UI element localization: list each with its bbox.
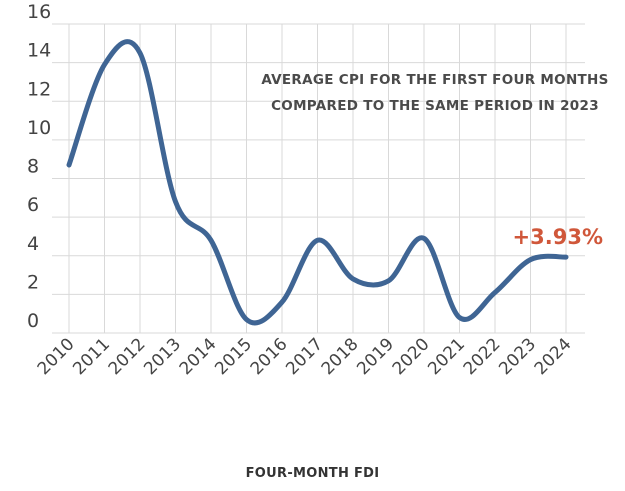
x-tick-label: 2023 <box>495 334 540 379</box>
y-tick-label: 6 <box>27 194 39 216</box>
x-tick-label: 2017 <box>282 334 327 379</box>
grid-lines <box>52 23 585 334</box>
series-line <box>66 39 569 326</box>
y-tick-label: 12 <box>27 78 51 100</box>
x-tick-label: 2010 <box>34 334 79 379</box>
y-tick-label: 14 <box>27 40 51 62</box>
y-tick-label: 2 <box>27 271 39 293</box>
y-tick-label: 10 <box>27 117 51 139</box>
x-tick-label: 2022 <box>460 334 505 379</box>
annotation-label: +3.93% <box>513 225 603 249</box>
x-tick-label: 2011 <box>69 334 114 379</box>
x-tick-label: 2015 <box>211 334 256 379</box>
y-tick-label: 16 <box>27 1 51 23</box>
x-tick-label: 2014 <box>176 334 221 379</box>
x-tick-label: 2021 <box>424 334 469 379</box>
x-tick-label: 2012 <box>105 334 150 379</box>
x-tick-label: 2024 <box>531 334 576 379</box>
y-tick-label: 8 <box>27 156 39 178</box>
x-tick-label: 2016 <box>247 334 292 379</box>
chart-title-line-2: COMPARED TO THE SAME PERIOD IN 2023 <box>271 98 599 114</box>
x-tick-label: 2019 <box>353 334 398 379</box>
x-tick-label: 2013 <box>140 334 185 379</box>
y-tick-label: 4 <box>27 233 39 255</box>
x-tick-label: 2018 <box>318 334 363 379</box>
x-tick-label: 2020 <box>389 334 434 379</box>
y-axis-ticks: 0 2 4 6 8 10 12 14 16 <box>27 1 51 332</box>
x-axis-label: FOUR-MONTH FDI <box>245 466 380 481</box>
chart-title-line-1: AVERAGE CPI FOR THE FIRST FOUR MONTHS <box>261 72 608 88</box>
y-tick-label: 0 <box>27 310 39 332</box>
x-axis-ticks: 2010201120122013201420152016201720182019… <box>34 334 576 379</box>
